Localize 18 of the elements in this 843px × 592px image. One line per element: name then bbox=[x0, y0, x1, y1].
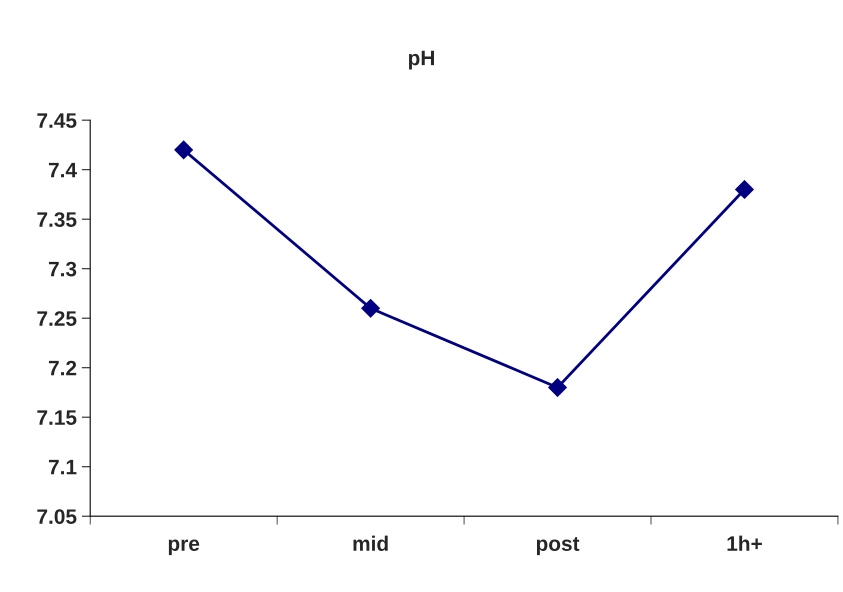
point bbox=[548, 378, 567, 397]
y-tick-label: 7.35 bbox=[37, 212, 76, 227]
point bbox=[735, 180, 754, 199]
x-tick-label: mid bbox=[353, 536, 388, 551]
y-tick-label: 7.1 bbox=[48, 460, 76, 474]
x-tick-label: pre bbox=[168, 540, 200, 556]
y-tick-label: 7.25 bbox=[37, 311, 76, 326]
y-tick-label: 7.45 bbox=[37, 113, 76, 128]
y-tick-label: 7.2 bbox=[48, 360, 76, 376]
x-tick-label: post bbox=[536, 537, 580, 556]
point bbox=[174, 140, 194, 160]
y-tick-label: 7.4 bbox=[48, 162, 77, 178]
point bbox=[361, 298, 380, 318]
y-tick-label: 7.05 bbox=[37, 509, 76, 524]
chart-title: pH bbox=[408, 50, 434, 70]
y-tick-label: 7.3 bbox=[48, 262, 76, 276]
y-tick-label: 7.15 bbox=[37, 410, 76, 425]
x-tick-label: 1h+ bbox=[728, 536, 762, 551]
